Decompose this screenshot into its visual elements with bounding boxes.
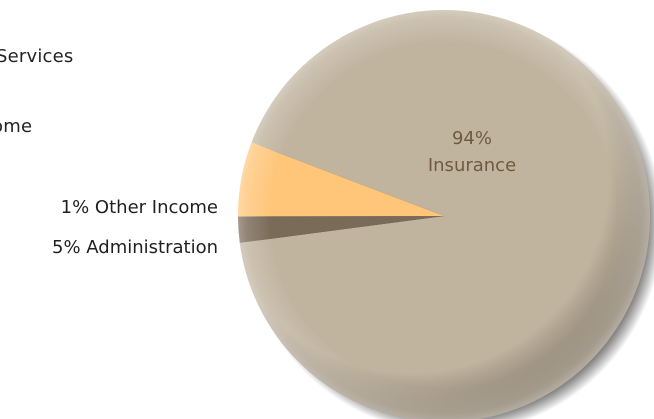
slice-label-insurance-name: Insurance — [428, 155, 516, 176]
slice-label-other-income: 1% Other Income — [60, 197, 218, 218]
legend-item-services: Services — [0, 46, 74, 67]
pie-inner-labels: 94% Insurance — [428, 128, 516, 176]
pie-highlight — [238, 10, 650, 419]
slice-label-administration: 5% Administration — [52, 237, 218, 258]
legend-item-income: ome — [0, 116, 33, 137]
slice-label-insurance-pct: 94% — [452, 128, 492, 149]
pie-rim-highlight — [238, 10, 650, 419]
